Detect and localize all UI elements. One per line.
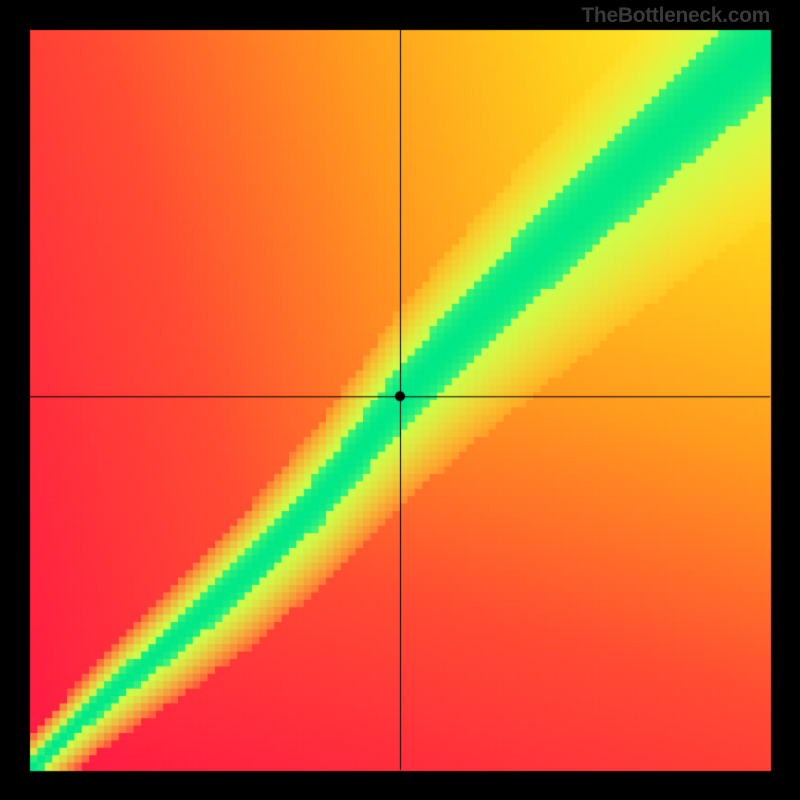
bottleneck-heatmap xyxy=(0,0,800,800)
chart-container: TheBottleneck.com xyxy=(0,0,800,800)
